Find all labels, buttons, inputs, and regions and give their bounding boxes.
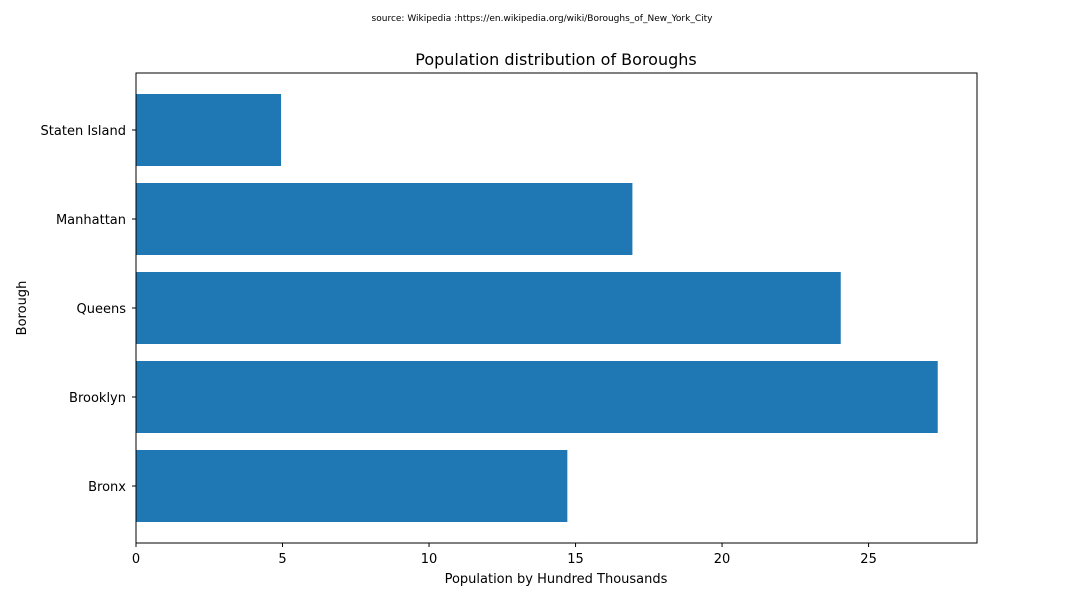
x-axis-label: Population by Hundred Thousands xyxy=(445,572,668,587)
y-tick-label: Staten Island xyxy=(41,124,126,139)
x-tick-label: 5 xyxy=(278,552,286,567)
plot-frame xyxy=(135,72,978,544)
y-tick-label: Bronx xyxy=(88,480,126,495)
x-tick-label: 15 xyxy=(567,552,584,567)
bar-manhattan xyxy=(136,183,633,255)
chart-title: Population distribution of Boroughs xyxy=(415,50,696,69)
y-tick-label: Brooklyn xyxy=(69,391,126,406)
bars-layer xyxy=(136,94,938,522)
x-tick-label: 10 xyxy=(421,552,438,567)
bar-queens xyxy=(136,272,841,344)
y-tick-label: Manhattan xyxy=(56,213,126,228)
x-tick-label: 25 xyxy=(860,552,877,567)
bar-brooklyn xyxy=(136,361,938,433)
source-note: source: Wikipedia :https://en.wikipedia.… xyxy=(372,14,714,24)
bar-staten-island xyxy=(136,94,282,166)
ticks-layer: Bronx Brooklyn Queens Manhattan Staten Islan… xyxy=(41,124,877,567)
y-tick-label: Queens xyxy=(77,302,127,317)
x-tick-label: 20 xyxy=(714,552,731,567)
x-tick-label: 0 xyxy=(132,552,140,567)
y-axis-label: Borough xyxy=(15,281,30,336)
bar-bronx xyxy=(136,450,568,522)
